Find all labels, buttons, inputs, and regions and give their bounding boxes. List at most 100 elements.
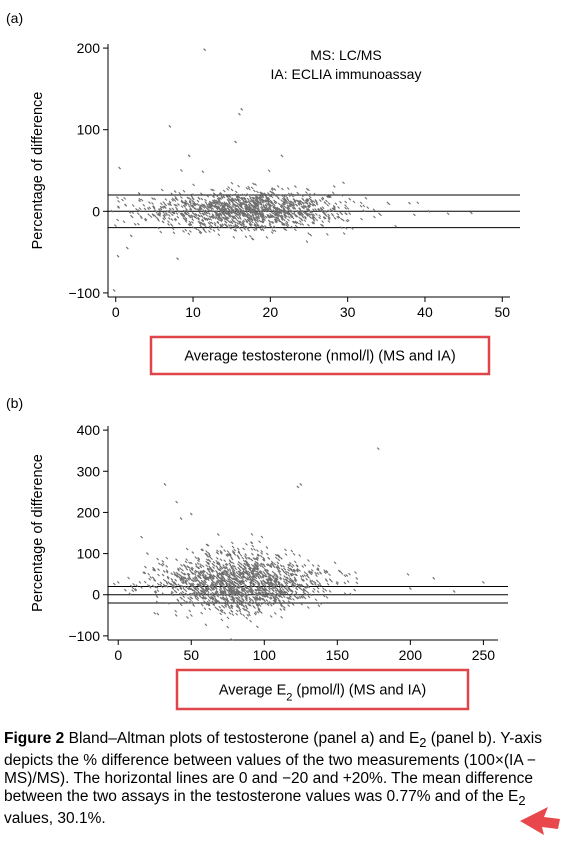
- data-point: [270, 574, 274, 578]
- data-point: [184, 201, 188, 205]
- data-point: [234, 207, 237, 210]
- data-point: [227, 212, 230, 216]
- data-point: [261, 218, 265, 221]
- data-point: [261, 192, 265, 196]
- data-point: [242, 225, 246, 229]
- data-point: [168, 207, 172, 211]
- data-point: [194, 569, 198, 573]
- data-point: [305, 573, 309, 576]
- data-point: [229, 226, 232, 230]
- data-point: [297, 202, 301, 205]
- data-point: [213, 221, 217, 225]
- data-point: [248, 600, 252, 604]
- data-point: [286, 198, 290, 201]
- data-point: [324, 578, 328, 582]
- data-point: [253, 598, 257, 602]
- caption-subscript-2: 2: [518, 793, 526, 809]
- data-point: [250, 563, 254, 567]
- data-point: [250, 576, 254, 580]
- red-arrow-icon: [520, 807, 560, 835]
- data-point: [174, 196, 178, 199]
- data-point: [215, 194, 219, 198]
- data-point: [254, 593, 258, 597]
- data-point: [280, 591, 284, 595]
- data-point: [275, 566, 279, 569]
- data-point: [256, 566, 260, 570]
- data-point: [323, 571, 327, 574]
- data-point: [264, 208, 267, 211]
- data-point: [301, 589, 305, 593]
- data-point: [250, 570, 253, 573]
- data-point: [116, 218, 120, 222]
- data-point: [277, 570, 281, 574]
- data-point: [289, 203, 293, 206]
- data-point: [149, 215, 153, 219]
- data-point: [153, 197, 157, 201]
- data-point: [148, 201, 151, 204]
- data-point: [167, 202, 170, 206]
- data-point: [179, 587, 183, 591]
- data-point: [362, 209, 366, 213]
- data-point: [229, 572, 233, 576]
- data-point: [228, 195, 232, 198]
- data-point: [233, 592, 237, 595]
- data-point: [198, 221, 202, 224]
- data-point: [247, 556, 250, 560]
- data-point: [330, 212, 334, 216]
- data-point: [289, 597, 292, 601]
- data-point: [267, 215, 271, 219]
- data-point: [165, 213, 168, 216]
- data-point: [159, 207, 163, 211]
- data-point: [231, 205, 235, 208]
- y-tick-label: 200: [77, 40, 101, 56]
- caption-subscript-1: 2: [419, 735, 427, 751]
- data-point: [192, 226, 195, 230]
- data-point: [192, 604, 196, 607]
- data-point: [279, 214, 282, 218]
- data-point: [188, 230, 192, 233]
- data-point: [292, 210, 296, 214]
- data-point: [284, 548, 287, 552]
- data-point: [184, 218, 188, 222]
- data-point: [277, 213, 281, 217]
- data-point: [189, 512, 193, 516]
- data-point: [245, 586, 249, 590]
- data-point: [328, 573, 331, 577]
- data-point: [327, 220, 331, 223]
- data-point: [116, 580, 120, 584]
- data-point: [223, 549, 227, 553]
- data-point: [293, 560, 297, 564]
- data-point: [230, 205, 233, 209]
- data-point: [285, 220, 289, 224]
- data-point: [185, 600, 189, 604]
- data-point: [235, 571, 239, 575]
- data-point: [161, 206, 165, 209]
- data-point: [256, 196, 259, 200]
- data-point: [263, 200, 267, 203]
- data-point: [203, 582, 207, 586]
- data-point: [249, 583, 253, 587]
- data-point: [262, 558, 266, 561]
- data-point: [229, 570, 233, 574]
- data-point: [212, 200, 216, 204]
- data-point: [292, 552, 296, 556]
- data-point: [273, 216, 277, 219]
- data-point: [220, 224, 224, 227]
- data-point: [266, 603, 270, 607]
- data-point: [215, 213, 219, 217]
- data-point: [270, 225, 274, 229]
- data-point: [284, 582, 288, 586]
- data-point: [242, 572, 245, 575]
- data-point: [270, 560, 274, 564]
- data-point: [307, 232, 311, 235]
- data-point: [274, 209, 278, 212]
- data-point: [277, 554, 281, 557]
- data-point: [231, 561, 235, 565]
- data-point: [310, 213, 314, 217]
- data-point: [277, 210, 280, 214]
- data-point: [345, 219, 349, 223]
- data-point: [217, 593, 221, 597]
- data-point: [281, 588, 285, 591]
- data-point: [227, 592, 231, 595]
- data-point: [305, 199, 309, 202]
